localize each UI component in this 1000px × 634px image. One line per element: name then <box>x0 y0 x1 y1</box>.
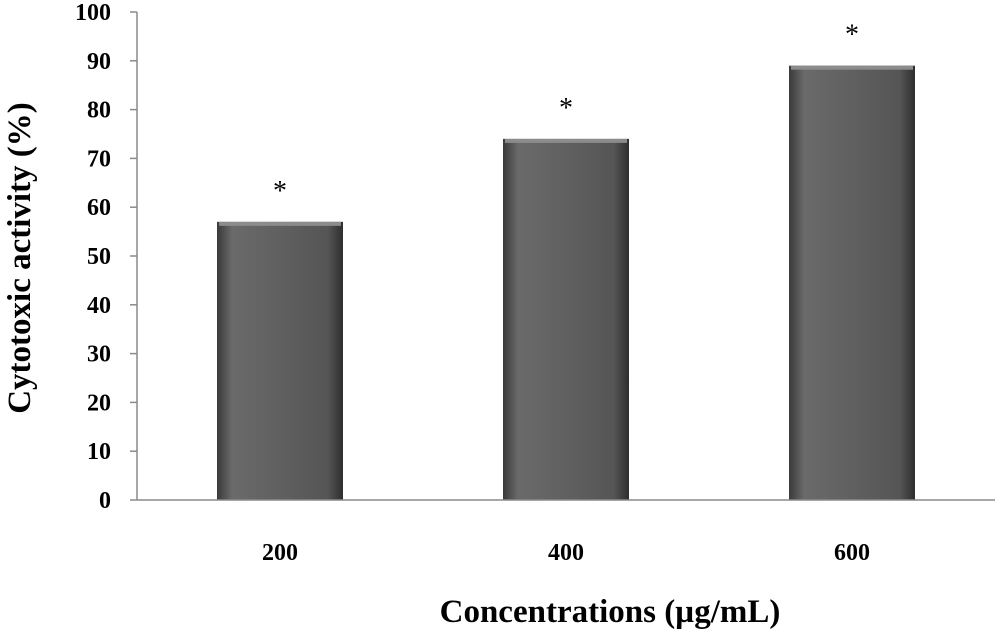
y-tick-label: 40 <box>87 293 111 319</box>
bar-200 <box>217 221 343 500</box>
x-tick-label: 400 <box>548 540 584 566</box>
y-tick-label: 10 <box>87 439 111 465</box>
significance-marker: * <box>273 176 287 207</box>
y-tick-label: 60 <box>87 195 111 221</box>
y-tick-label: 80 <box>87 98 111 124</box>
bar-400 <box>503 138 629 500</box>
x-axis-title: Concentrations (µg/mL) <box>440 594 781 630</box>
y-axis-title: Cytotoxic activity (%) <box>2 102 38 414</box>
y-axis-ticks: 0 10 20 30 40 50 60 70 80 90 100 <box>75 0 137 514</box>
y-tick-label: 50 <box>87 244 111 270</box>
bars: * * * <box>217 20 915 501</box>
y-tick-label: 70 <box>87 146 111 172</box>
x-tick-label: 200 <box>262 540 298 566</box>
bar-top-highlight <box>791 65 913 70</box>
y-tick-label: 30 <box>87 342 111 368</box>
bar-top-highlight <box>219 221 341 226</box>
axes <box>136 12 995 501</box>
significance-marker: * <box>559 93 573 124</box>
x-tick-label: 600 <box>834 540 870 566</box>
bar-top-highlight <box>505 138 627 143</box>
significance-marker: * <box>845 20 859 51</box>
y-tick-label: 90 <box>87 49 111 75</box>
y-tick-label: 20 <box>87 390 111 416</box>
y-tick-label: 0 <box>99 488 111 514</box>
y-tick-label: 100 <box>75 0 111 26</box>
bar-600 <box>789 65 915 501</box>
x-axis-ticks: 200 400 600 <box>262 540 870 566</box>
